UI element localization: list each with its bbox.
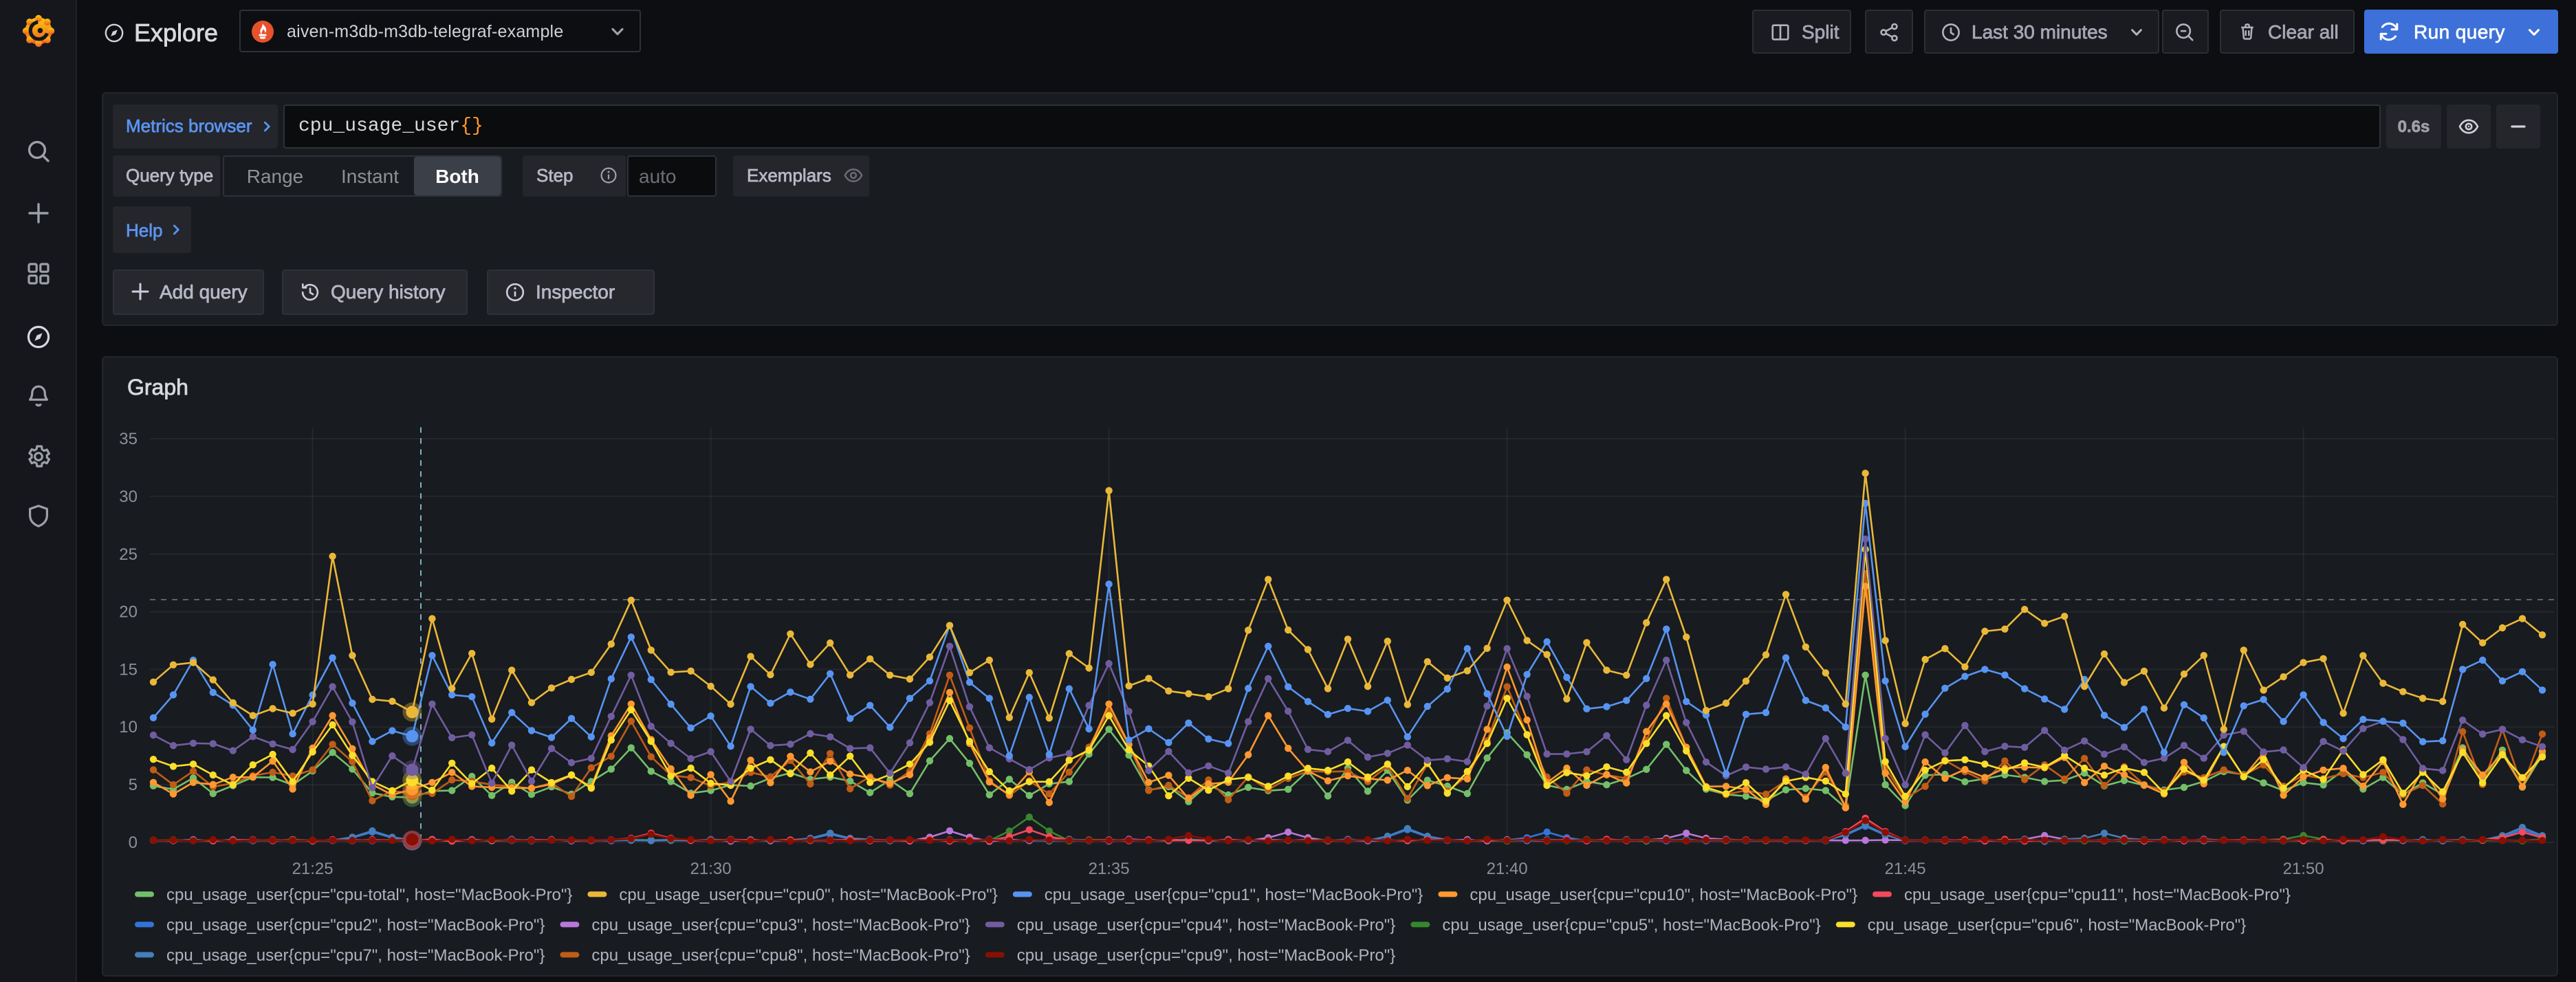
svg-text:5: 5 [128,775,137,794]
svg-text:cpu_usage_user{cpu="cpu2", hos: cpu_usage_user{cpu="cpu2", host="MacBook… [166,915,544,934]
svg-text:cpu_usage_user{cpu="cpu0", hos: cpu_usage_user{cpu="cpu0", host="MacBook… [618,885,996,904]
svg-text:21:35: 21:35 [1088,859,1129,877]
svg-text:0: 0 [128,833,137,851]
svg-text:21:25: 21:25 [292,859,333,877]
svg-text:15: 15 [118,659,137,678]
svg-text:cpu_usage_user{cpu="cpu11", ho: cpu_usage_user{cpu="cpu11", host="MacBoo… [1903,885,2290,904]
svg-text:cpu_usage_user{cpu="cpu3", hos: cpu_usage_user{cpu="cpu3", host="MacBook… [591,915,969,934]
svg-text:25: 25 [118,545,137,563]
svg-text:30: 30 [118,487,137,505]
svg-text:cpu_usage_user{cpu="cpu1", hos: cpu_usage_user{cpu="cpu1", host="MacBook… [1044,885,1422,904]
svg-text:cpu_usage_user{cpu="cpu5", hos: cpu_usage_user{cpu="cpu5", host="MacBook… [1441,915,1820,934]
svg-text:cpu_usage_user{cpu="cpu8", hos: cpu_usage_user{cpu="cpu8", host="MacBook… [591,946,969,964]
svg-text:cpu_usage_user{cpu="cpu9", hos: cpu_usage_user{cpu="cpu9", host="MacBook… [1016,946,1395,964]
svg-text:cpu_usage_user{cpu="cpu4", hos: cpu_usage_user{cpu="cpu4", host="MacBook… [1016,915,1395,934]
svg-text:20: 20 [118,602,137,621]
svg-text:21:50: 21:50 [2282,859,2324,877]
svg-text:cpu_usage_user{cpu="cpu-total": cpu_usage_user{cpu="cpu-total", host="Ma… [166,885,571,904]
svg-text:cpu_usage_user{cpu="cpu6", hos: cpu_usage_user{cpu="cpu6", host="MacBook… [1867,915,2245,934]
svg-text:21:30: 21:30 [690,859,731,877]
svg-text:cpu_usage_user{cpu="cpu10", ho: cpu_usage_user{cpu="cpu10", host="MacBoo… [1469,885,1857,904]
svg-text:cpu_usage_user{cpu="cpu7", hos: cpu_usage_user{cpu="cpu7", host="MacBook… [166,946,544,964]
svg-text:35: 35 [118,429,137,448]
svg-text:21:45: 21:45 [1884,859,1925,877]
svg-text:10: 10 [118,717,137,736]
svg-text:21:40: 21:40 [1486,859,1527,877]
